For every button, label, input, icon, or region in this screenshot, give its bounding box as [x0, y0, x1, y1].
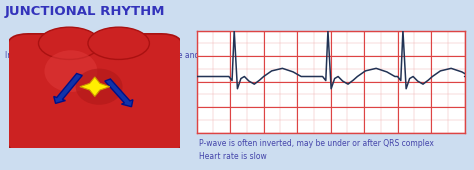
Ellipse shape — [88, 27, 149, 60]
Text: Impulses originate at AV node with retrograde and antegrade direction: Impulses originate at AV node with retro… — [5, 51, 277, 60]
Text: JUNCTIONAL RHYTHM: JUNCTIONAL RHYTHM — [5, 5, 165, 18]
Ellipse shape — [45, 50, 97, 92]
FancyArrow shape — [54, 73, 82, 103]
FancyBboxPatch shape — [7, 34, 182, 154]
Text: P-wave is often inverted, may be under or after QRS complex: P-wave is often inverted, may be under o… — [199, 139, 434, 148]
FancyArrow shape — [105, 79, 133, 107]
Ellipse shape — [38, 27, 100, 60]
Text: Heart rate is slow: Heart rate is slow — [199, 152, 267, 161]
Polygon shape — [80, 77, 110, 96]
Ellipse shape — [76, 69, 122, 105]
